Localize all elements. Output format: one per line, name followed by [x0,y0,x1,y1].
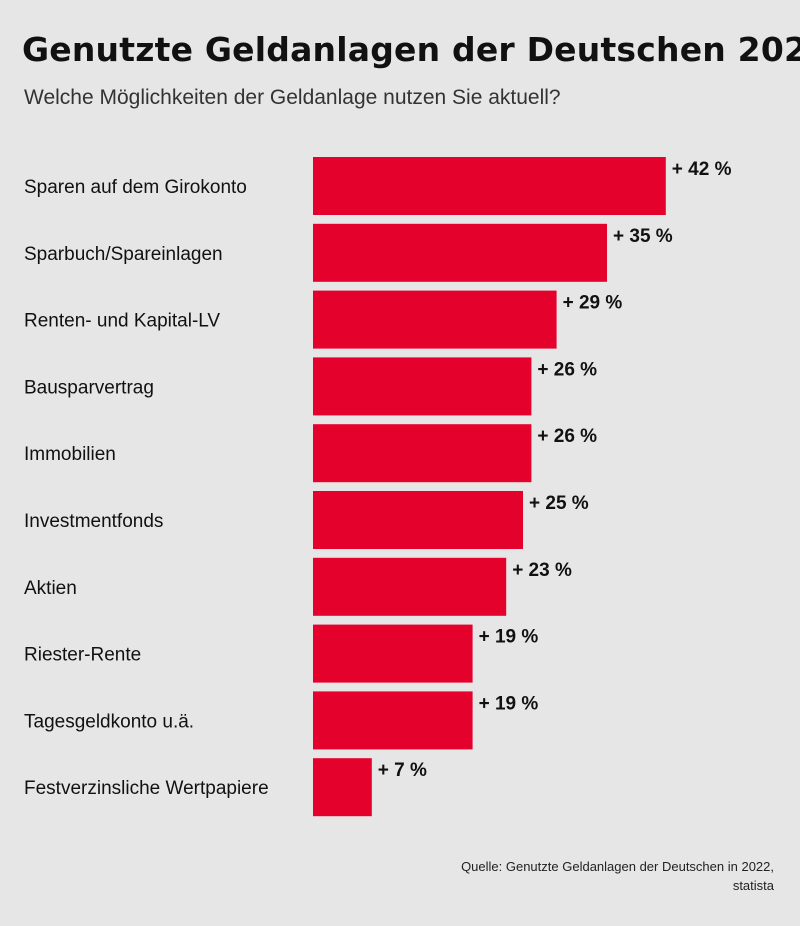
value-label-4: + 26 % [537,426,597,447]
value-label-8: + 19 % [479,693,539,714]
bar-8 [313,691,473,750]
bar-4 [313,424,532,483]
value-label-6: + 23 % [512,560,572,581]
category-label-1: Sparbuch/Spareinlagen [24,244,223,265]
bar-3 [313,357,532,416]
source-line-1: Quelle: Genutzte Geldanlagen der Deutsch… [461,859,774,874]
value-label-1: + 35 % [613,226,673,247]
bar-0 [313,157,666,215]
value-label-2: + 29 % [563,293,623,314]
value-label-3: + 26 % [537,359,597,380]
value-label-0: + 42 % [672,159,732,180]
chart-subtitle: Welche Möglichkeiten der Geldanlage nutz… [24,86,561,109]
category-label-0: Sparen auf dem Girokonto [24,177,247,198]
bar-5 [313,491,523,549]
category-label-6: Aktien [24,578,77,599]
bar-2 [313,290,557,349]
value-label-9: + 7 % [378,760,427,781]
bar-1 [313,223,607,282]
value-label-7: + 19 % [479,627,539,648]
chart-title: Genutzte Geldanlagen der Deutschen 2022 [22,30,800,69]
bar-7 [313,624,473,683]
bar-6 [313,557,507,616]
category-label-5: Investmentfonds [24,511,163,532]
category-label-2: Renten- und Kapital-LV [24,311,220,332]
category-label-8: Tagesgeldkonto u.ä. [24,711,194,732]
source-note: Quelle: Genutzte Geldanlagen der Deutsch… [354,857,774,895]
source-line-2: statista [732,878,774,893]
category-label-3: Bausparvertrag [24,377,154,398]
bar-chart: Sparen auf dem Girokonto + 42 % Sparbuch/S… [24,157,732,817]
bar-9 [313,758,372,817]
category-label-7: Riester-Rente [24,645,141,666]
category-label-9: Festverzinsliche Wertpapiere [24,778,269,799]
value-label-5: + 25 % [529,493,589,514]
category-label-4: Immobilien [24,444,116,465]
